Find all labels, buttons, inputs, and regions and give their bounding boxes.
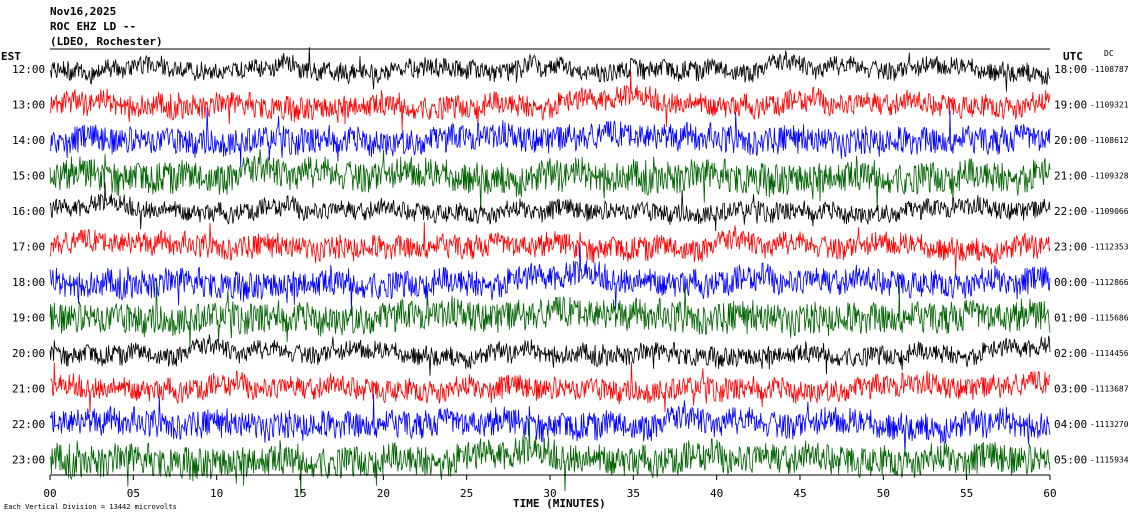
utc-hour-label: 21:00 — [1054, 170, 1087, 183]
x-tick-label: 30 — [543, 487, 556, 500]
x-tick-label: 50 — [877, 487, 890, 500]
est-hour-label: 12:00 — [12, 63, 45, 76]
x-tick-label: 05 — [127, 487, 140, 500]
est-hour-label: 22:00 — [12, 418, 45, 431]
x-tick-label: 00 — [43, 487, 56, 500]
dc-offset-label: -1108787 — [1090, 65, 1129, 74]
utc-hour-label: 01:00 — [1054, 312, 1087, 325]
x-axis-label: TIME (MINUTES) — [513, 497, 606, 510]
dc-offset-label: -1115686 — [1090, 314, 1129, 323]
trace-1300 — [49, 71, 1051, 131]
dc-label: DC — [1104, 49, 1114, 58]
trace-2100 — [49, 361, 1051, 413]
est-hour-label: 19:00 — [12, 312, 45, 325]
x-tick-label: 40 — [710, 487, 723, 500]
dc-offset-label: -1109066 — [1090, 207, 1129, 216]
dc-offset-label: -1114456 — [1090, 349, 1129, 358]
x-tick-label: 25 — [460, 487, 473, 500]
trace-2300 — [49, 417, 1051, 496]
utc-hour-label: 03:00 — [1054, 383, 1087, 396]
utc-hour-label: 00:00 — [1054, 276, 1087, 289]
dc-offset-label: -1112866 — [1090, 278, 1129, 287]
trace-1900 — [49, 279, 1051, 349]
x-tick-label: 60 — [1043, 487, 1056, 500]
trace-1700 — [49, 221, 1051, 274]
trace-1600 — [49, 182, 1051, 232]
utc-hour-label: 18:00 — [1054, 63, 1087, 76]
utc-hour-label: 05:00 — [1054, 454, 1087, 467]
dc-offset-label: -1113687 — [1090, 385, 1129, 394]
footer-note: Each Vertical Division = 13442 microvolt… — [4, 503, 177, 511]
x-tick-label: 55 — [960, 487, 973, 500]
est-hour-label: 17:00 — [12, 241, 45, 254]
dc-offset-label: -1113270 — [1090, 420, 1129, 429]
x-tick-label: 20 — [377, 487, 390, 500]
dc-offset-label: -1109321 — [1090, 101, 1129, 110]
dc-offset-label: -1115934 — [1090, 456, 1129, 465]
utc-hour-label: 02:00 — [1054, 347, 1087, 360]
utc-hour-label: 19:00 — [1054, 99, 1087, 112]
dc-offset-label: -1108612 — [1090, 136, 1129, 145]
right-zone-label: UTC — [1063, 50, 1083, 63]
trace-2200 — [49, 394, 1051, 456]
left-zone-label: EST — [1, 50, 21, 63]
header-network: (LDEO, Rochester) — [50, 35, 163, 48]
dc-offset-label: -1109328 — [1090, 172, 1129, 181]
est-hour-label: 14:00 — [12, 134, 45, 147]
est-hour-label: 15:00 — [12, 170, 45, 183]
est-hour-label: 16:00 — [12, 205, 45, 218]
utc-hour-label: 22:00 — [1054, 205, 1087, 218]
est-hour-label: 23:00 — [12, 454, 45, 467]
est-hour-label: 13:00 — [12, 99, 45, 112]
x-axis-ticks: 00 05 10 15 20 25 30 35 40 45 50 55 60 — [43, 475, 1057, 500]
seismic-traces — [49, 47, 1051, 496]
est-hour-label: 20:00 — [12, 347, 45, 360]
trace-2000 — [49, 334, 1051, 376]
trace-1800 — [49, 244, 1051, 313]
header-date: Nov16,2025 — [50, 5, 116, 18]
est-hour-label: 21:00 — [12, 383, 45, 396]
est-hour-label: 18:00 — [12, 276, 45, 289]
trace-1400 — [49, 107, 1051, 168]
trace-1200 — [49, 47, 1051, 92]
x-tick-label: 45 — [793, 487, 806, 500]
x-tick-label: 15 — [293, 487, 306, 500]
x-tick-label: 35 — [627, 487, 640, 500]
x-tick-label: 10 — [210, 487, 223, 500]
trace-1500 — [49, 149, 1051, 212]
utc-hour-label: 04:00 — [1054, 418, 1087, 431]
header-station: ROC EHZ LD -- — [50, 20, 136, 33]
utc-hour-label: 20:00 — [1054, 134, 1087, 147]
dc-offset-label: -1112353 — [1090, 243, 1129, 252]
utc-hour-label: 23:00 — [1054, 241, 1087, 254]
